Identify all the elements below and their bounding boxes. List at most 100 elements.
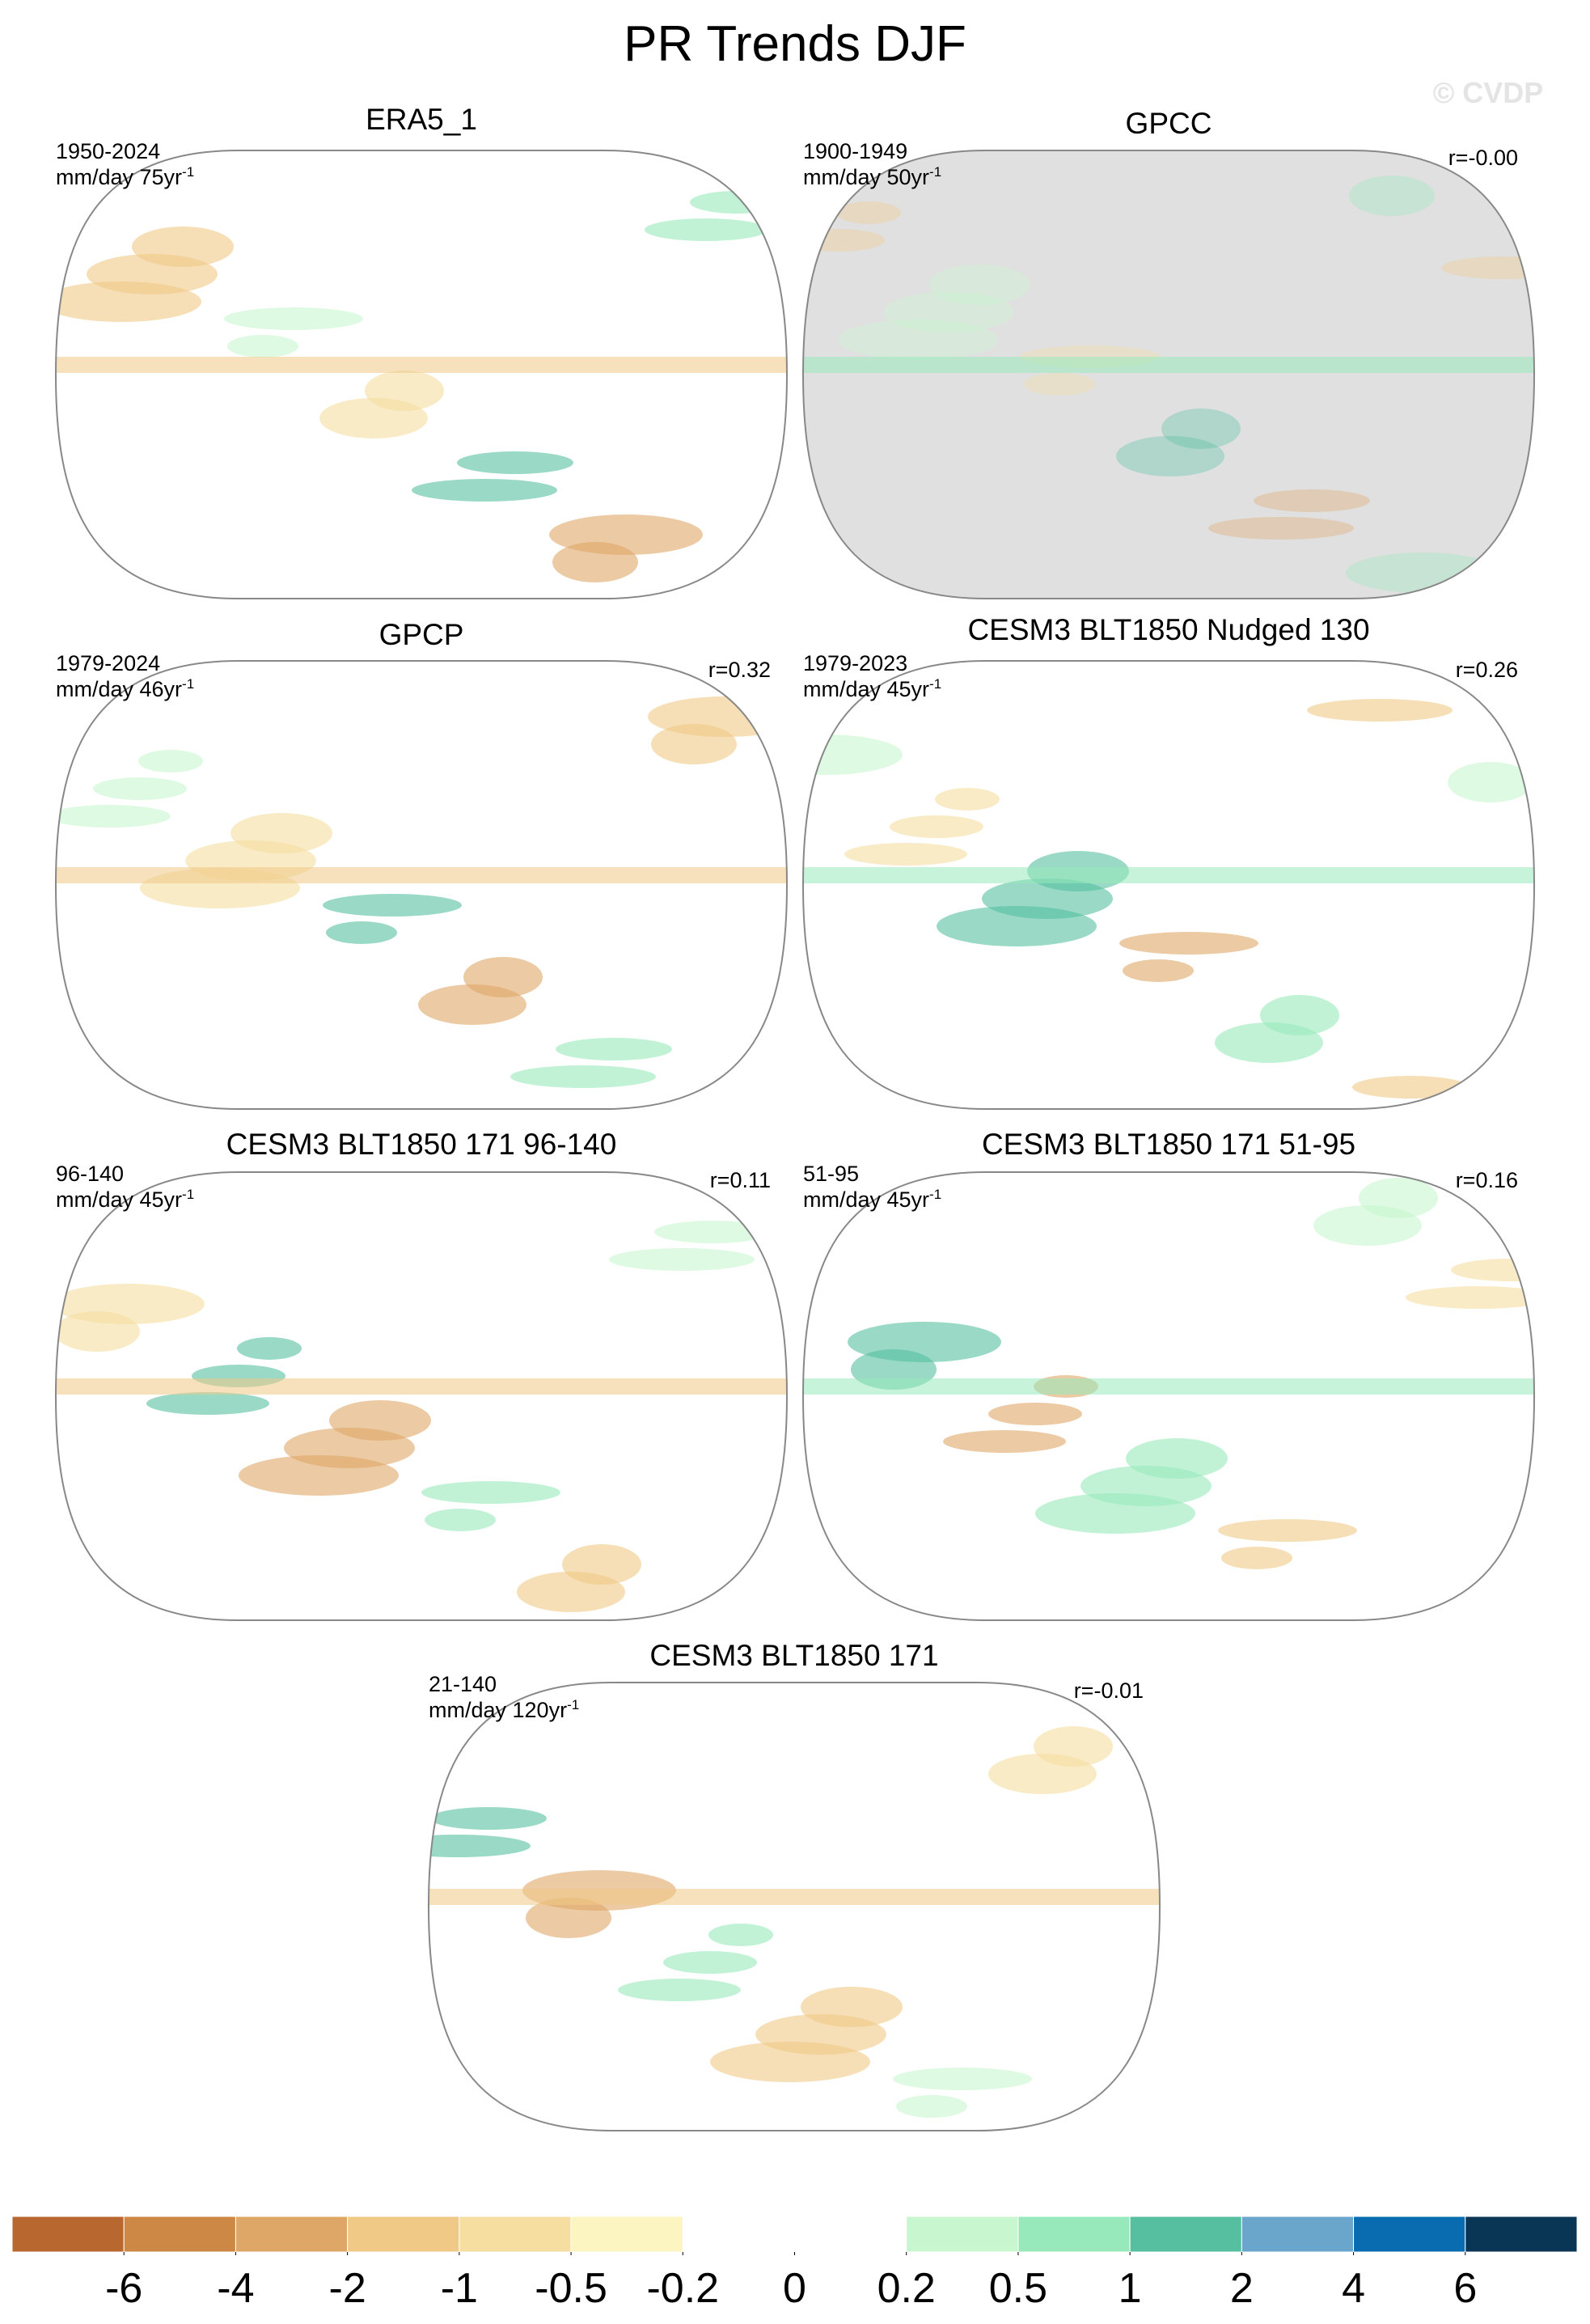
map-shading xyxy=(1451,1259,1534,1281)
map-shading xyxy=(893,2068,1032,2090)
map-shading xyxy=(654,1221,771,1243)
map-shading xyxy=(510,1065,656,1088)
period-label: 51-95 xyxy=(803,1162,859,1186)
map-shading xyxy=(1035,1493,1195,1534)
equatorial-band xyxy=(56,357,787,373)
equatorial-band xyxy=(56,1378,787,1395)
map-shading xyxy=(224,307,363,330)
unit-label: mm/day 120yr-1 xyxy=(429,1697,579,1722)
map-shading xyxy=(1024,373,1095,396)
map-shading xyxy=(890,815,983,838)
panel-title: GPCC xyxy=(1126,107,1212,140)
unit-exponent: -1 xyxy=(567,1697,579,1712)
colorbar-label: -4 xyxy=(217,2265,254,2312)
map-shading xyxy=(838,320,998,360)
colorbar-box xyxy=(1017,2216,1131,2253)
unit-text: mm/day 120yr xyxy=(429,1698,567,1722)
panel-title: CESM3 BLT1850 171 96-140 xyxy=(226,1128,617,1161)
map-outline xyxy=(801,660,1536,1110)
map-shading xyxy=(556,1038,672,1060)
map-shading xyxy=(690,191,784,214)
map-shading xyxy=(618,1979,741,2001)
unit-exponent: -1 xyxy=(182,676,194,692)
map-shading xyxy=(943,1430,1066,1453)
map-shading xyxy=(935,788,1000,811)
map-shading xyxy=(323,894,462,916)
map-shading xyxy=(708,1924,773,1946)
map-shading xyxy=(651,724,737,764)
panel-title: CESM3 BLT1850 171 xyxy=(649,1639,938,1672)
map-panel xyxy=(803,1172,1534,1620)
map-background xyxy=(803,661,1534,1109)
map-background xyxy=(803,1172,1534,1620)
correlation-label: r=-0.00 xyxy=(1448,146,1518,170)
map-shading xyxy=(1116,436,1224,476)
map-shading xyxy=(803,734,903,775)
map-panel xyxy=(803,661,1534,1109)
unit-text: mm/day 45yr xyxy=(803,677,929,701)
colorbar-label: -2 xyxy=(329,2265,366,2312)
unit-exponent: -1 xyxy=(929,1187,941,1202)
unit-text: mm/day 75yr xyxy=(56,165,182,189)
unit-label: mm/day 45yr-1 xyxy=(56,1187,194,1212)
unit-exponent: -1 xyxy=(182,1187,194,1202)
map-shading xyxy=(237,1337,302,1360)
map-shading xyxy=(517,1572,625,1612)
colorbar-box xyxy=(11,2216,125,2253)
panel-title: CESM3 BLT1850 Nudged 130 xyxy=(967,613,1369,646)
map-shading xyxy=(1346,552,1499,593)
period-label: 21-140 xyxy=(429,1672,497,1696)
map-shading xyxy=(457,451,573,474)
map-shading xyxy=(526,1898,611,1938)
map-panel xyxy=(56,150,787,599)
unit-label: mm/day 45yr-1 xyxy=(803,676,941,701)
unit-text: mm/day 45yr xyxy=(56,1187,182,1212)
colorbar-label: -0.2 xyxy=(646,2265,719,2312)
map-shading xyxy=(1406,1286,1534,1309)
map-outline xyxy=(801,1171,1536,1621)
unit-exponent: -1 xyxy=(182,164,194,180)
map-shading xyxy=(1448,762,1533,802)
map-shading xyxy=(425,1509,496,1531)
colorbar-box xyxy=(1465,2216,1578,2253)
map-shading xyxy=(430,1807,547,1830)
map-shading xyxy=(844,843,967,866)
map-shading xyxy=(326,921,397,944)
map-shading xyxy=(1119,932,1258,955)
colorbar-box xyxy=(1241,2216,1355,2253)
equatorial-band xyxy=(56,867,787,883)
map-shading xyxy=(988,1403,1082,1425)
colorbar-label: 1 xyxy=(1118,2265,1142,2312)
unit-label: mm/day 45yr-1 xyxy=(803,1187,941,1212)
colorbar-label: 0.5 xyxy=(989,2265,1047,2312)
map-shading xyxy=(138,750,203,773)
watermark: © CVDP xyxy=(1433,76,1544,109)
colorbar-box xyxy=(459,2216,572,2253)
correlation-label: r=-0.01 xyxy=(1074,1678,1144,1703)
map-outline xyxy=(54,660,789,1110)
correlation-label: r=0.16 xyxy=(1456,1168,1518,1192)
map-background xyxy=(803,150,1534,599)
map-outline xyxy=(54,150,789,599)
colorbar-box xyxy=(347,2216,460,2253)
colorbar-label: 4 xyxy=(1342,2265,1365,2312)
unit-exponent: -1 xyxy=(929,676,941,692)
colorbar-box xyxy=(123,2216,236,2253)
map-background xyxy=(429,1683,1160,2131)
period-label: 1900-1949 xyxy=(803,139,907,163)
map-shading xyxy=(937,906,1097,946)
unit-label: mm/day 50yr-1 xyxy=(803,164,941,189)
map-shading xyxy=(1215,1022,1323,1063)
panel-title: ERA5_1 xyxy=(366,103,477,136)
map-shading xyxy=(645,218,768,241)
unit-text: mm/day 45yr xyxy=(803,1187,929,1212)
colorbar-box xyxy=(794,2216,907,2253)
map-outline xyxy=(54,1171,789,1621)
figure-title: PR Trends DJF xyxy=(624,16,966,72)
period-label: 1979-2023 xyxy=(803,651,907,675)
map-shading xyxy=(988,1754,1097,1794)
correlation-label: r=0.11 xyxy=(710,1168,771,1192)
unit-exponent: -1 xyxy=(929,164,941,180)
map-shading xyxy=(1313,1205,1422,1246)
